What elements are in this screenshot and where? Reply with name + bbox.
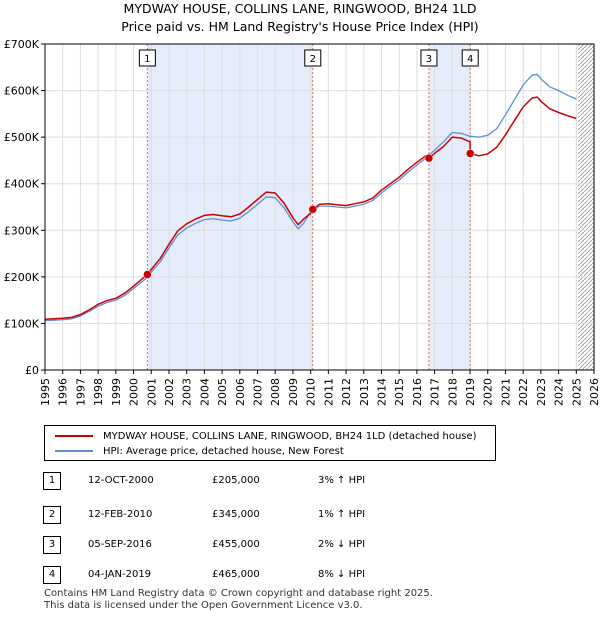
x-tick-label: 2016 (411, 378, 424, 406)
transaction-number: 2 (43, 506, 61, 524)
hpi-series-line (44, 73, 577, 322)
title-line-1: MYDWAY HOUSE, COLLINS LANE, RINGWOOD, BH… (123, 1, 477, 16)
title-line-2: Price paid vs. HM Land Registry's House … (121, 19, 479, 34)
transaction-price: £455,000 (212, 539, 260, 550)
x-tick-label: 2015 (393, 378, 406, 406)
chart-legend: MYDWAY HOUSE, COLLINS LANE, RINGWOOD, BH… (44, 425, 496, 461)
legend-swatch-hpi (55, 450, 93, 452)
x-tick-label: 1999 (110, 378, 123, 406)
sale-number-box (461, 49, 479, 67)
sale-number-label: 3 (426, 54, 432, 65)
x-tick-label: 2019 (464, 378, 477, 406)
y-tick-label: £0 (25, 364, 39, 377)
x-tick-label: 2004 (198, 378, 211, 406)
x-tick-label: 2011 (322, 378, 335, 406)
x-tick-label: 2002 (163, 378, 176, 406)
x-tick-label: 2006 (234, 378, 247, 406)
x-tick-label: 1995 (39, 378, 52, 406)
legend-swatch-property (55, 435, 93, 437)
x-tick-label: 2000 (128, 378, 141, 406)
transaction-price: £345,000 (212, 509, 260, 520)
transaction-hpi: 1% ↑ HPI (318, 509, 366, 520)
sale-number-box (420, 49, 438, 67)
legend-label-hpi: HPI: Average price, detached house, New … (103, 446, 344, 457)
x-tick-label: 1997 (74, 378, 87, 406)
sale-point (308, 205, 318, 214)
sale-point (143, 270, 152, 279)
price-chart: £0 £100K £200K £300K £400K £500K £600K £700K 199… (4, 38, 600, 406)
future-hatch-area (578, 44, 594, 370)
x-tick-label: 2026 (588, 378, 600, 406)
plot-frame (44, 43, 595, 371)
transaction-date: 12-OCT-2000 (88, 475, 154, 486)
sale-number-label: 4 (467, 54, 473, 65)
sale-number-label: 1 (144, 54, 150, 65)
legend-item-property: MYDWAY HOUSE, COLLINS LANE, RINGWOOD, BH… (55, 430, 477, 444)
y-tick-label: £600K (4, 85, 40, 98)
legend-label-property: MYDWAY HOUSE, COLLINS LANE, RINGWOOD, BH… (103, 431, 477, 442)
x-tick-label: 1996 (57, 378, 70, 406)
footer-line-2: This data is licensed under the Open Gov… (44, 600, 363, 611)
shaded-period (428, 44, 471, 370)
x-tick-label: 2008 (269, 378, 282, 406)
legend-item-hpi: HPI: Average price, detached house, New … (55, 445, 344, 459)
x-tick-label: 2013 (358, 378, 371, 406)
x-tick-label: 2025 (570, 378, 583, 406)
y-tick-label: £200K (4, 271, 40, 284)
sale-number-box (138, 49, 156, 67)
x-tick-label: 2020 (482, 378, 495, 406)
x-tick-label: 2023 (535, 378, 548, 406)
footer-attribution: Contains HM Land Registry data © Crown c… (44, 588, 433, 612)
sale-point (424, 153, 434, 163)
y-tick-label: £300K (4, 224, 40, 237)
footer-line-1: Contains HM Land Registry data © Crown c… (44, 588, 433, 599)
table-row: 2 12-FEB-2010 £345,000 1% ↑ HPI (0, 506, 600, 524)
transaction-number: 3 (43, 536, 61, 554)
y-tick-label: £700K (4, 38, 40, 51)
x-tick-label: 2021 (499, 378, 512, 406)
x-tick-label: 2010 (305, 378, 318, 406)
chart-title: MYDWAY HOUSE, COLLINS LANE, RINGWOOD, BH… (0, 0, 600, 36)
transaction-hpi: 8% ↓ HPI (318, 569, 366, 580)
y-tick-label: £500K (4, 131, 40, 144)
x-tick-label: 1998 (92, 378, 105, 406)
transaction-number: 1 (43, 472, 61, 490)
transaction-price: £205,000 (212, 475, 260, 486)
x-tick-label: 2012 (340, 378, 353, 406)
y-tick-label: £400K (4, 178, 40, 191)
x-tick-label: 2018 (446, 378, 459, 406)
sale-point (465, 149, 475, 158)
transaction-hpi: 2% ↓ HPI (318, 539, 366, 550)
x-tick-label: 2009 (287, 378, 300, 406)
transaction-date: 12-FEB-2010 (88, 509, 153, 520)
table-row: 4 04-JAN-2019 £465,000 8% ↓ HPI (0, 566, 600, 584)
shaded-period (147, 44, 313, 370)
transaction-date: 05-SEP-2016 (88, 539, 152, 550)
x-tick-label: 2014 (375, 378, 388, 406)
x-tick-label: 2005 (216, 378, 229, 406)
y-tick-label: £100K (4, 317, 40, 330)
sale-number-box (304, 49, 322, 67)
x-tick-label: 2007 (252, 378, 265, 406)
x-tick-label: 2003 (181, 378, 194, 406)
transaction-date: 04-JAN-2019 (88, 569, 152, 580)
transaction-number: 4 (43, 566, 61, 584)
x-tick-label: 2001 (145, 378, 158, 406)
table-row: 3 05-SEP-2016 £455,000 2% ↓ HPI (0, 536, 600, 554)
x-tick-label: 2024 (553, 378, 566, 406)
x-tick-label: 2022 (517, 378, 530, 406)
transaction-hpi: 3% ↑ HPI (318, 475, 366, 486)
sale-number-label: 2 (310, 54, 316, 65)
x-tick-label: 2017 (429, 378, 442, 406)
transaction-price: £465,000 (212, 569, 260, 580)
table-row: 1 12-OCT-2000 £205,000 3% ↑ HPI (0, 472, 600, 490)
